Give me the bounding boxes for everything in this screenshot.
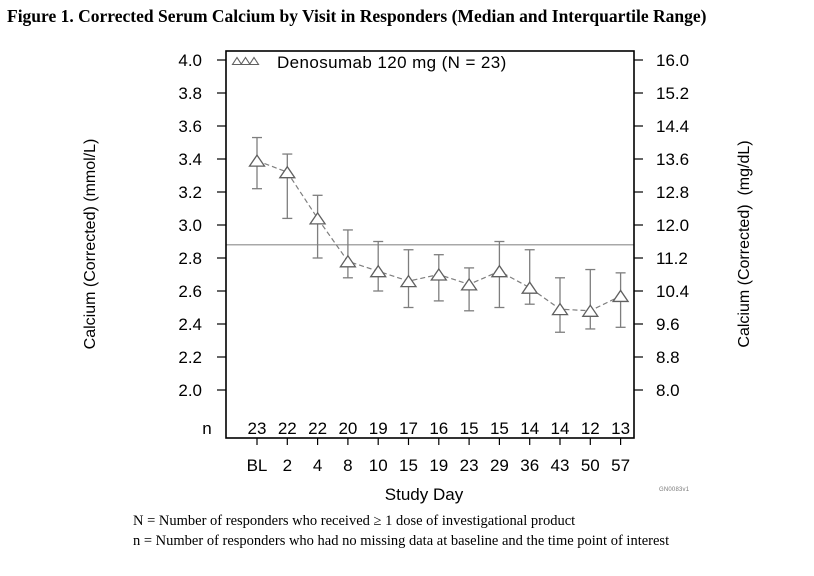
- left-axis-tick-label: 3.6: [178, 117, 202, 136]
- left-axis-tick-label: 3.8: [178, 84, 202, 103]
- left-axis-tick-label: 2.0: [178, 381, 202, 400]
- left-axis-tick-label: 4.0: [178, 51, 202, 70]
- x-tick-label-23: 23: [460, 456, 479, 475]
- x-tick-label-36: 36: [520, 456, 539, 475]
- x-tick-label-29: 29: [490, 456, 509, 475]
- x-tick-label-50: 50: [581, 456, 600, 475]
- n-value-23: 15: [460, 419, 479, 438]
- right-axis-tick-label: 8.0: [656, 381, 680, 400]
- n-value-BL: 23: [248, 419, 267, 438]
- n-value-19: 16: [429, 419, 448, 438]
- n-value-29: 15: [490, 419, 509, 438]
- n-row-label: n: [202, 419, 211, 438]
- footnotes: N = Number of responders who received ≥ …: [133, 511, 669, 551]
- median-marker-29: [490, 264, 509, 278]
- right-axis-tick-label: 12.0: [656, 216, 689, 235]
- n-value-8: 20: [338, 419, 357, 438]
- x-tick-label-4: 4: [313, 456, 322, 475]
- right-axis-tick-label: 11.2: [656, 249, 688, 268]
- left-axis-tick-label: 3.0: [178, 216, 202, 235]
- n-value-10: 19: [369, 419, 388, 438]
- figure-id-watermark: GN0083v1: [659, 487, 690, 493]
- left-axis-tick-label: 2.2: [178, 348, 202, 367]
- median-marker-50: [581, 304, 600, 317]
- right-axis-tick-label: 12.8: [656, 183, 689, 202]
- median-marker-19: [430, 267, 448, 281]
- median-marker-2: [278, 165, 297, 179]
- right-axis-tick-label: 16.0: [656, 51, 689, 70]
- n-value-2: 22: [278, 419, 297, 438]
- x-tick-label-8: 8: [343, 456, 352, 475]
- footnote-lowercase-n: n = Number of responders who had no miss…: [133, 533, 670, 549]
- median-marker-23: [460, 277, 478, 291]
- median-marker-8: [339, 254, 357, 268]
- y-axis-title-right: Calcium (Corrected) (mg/dL): [736, 140, 753, 347]
- median-marker-43: [551, 302, 569, 316]
- left-axis-tick-label: 3.4: [178, 150, 202, 169]
- x-tick-label-19: 19: [429, 456, 448, 475]
- left-axis-tick-label: 2.6: [178, 282, 202, 301]
- x-axis-title: Study Day: [385, 485, 464, 504]
- n-value-50: 12: [581, 419, 600, 438]
- right-axis-tick-label: 8.8: [656, 348, 680, 367]
- n-value-43: 14: [551, 419, 570, 438]
- x-tick-label-15: 15: [399, 456, 418, 475]
- n-value-36: 14: [520, 419, 539, 438]
- n-value-15: 17: [399, 419, 418, 438]
- median-marker-36: [520, 281, 539, 294]
- legend-triangle-icon: [239, 56, 252, 66]
- right-axis-tick-label: 15.2: [656, 84, 689, 103]
- median-marker-BL: [248, 153, 266, 167]
- x-tick-label-43: 43: [551, 456, 570, 475]
- right-axis-tick-label: 13.6: [656, 150, 689, 169]
- right-axis-tick-label: 9.6: [656, 315, 680, 334]
- x-tick-label-2: 2: [283, 456, 292, 475]
- y-axis-title-left: Calcium (Corrected) (mmol/L): [82, 139, 99, 350]
- legend-triangle-icon: [248, 56, 260, 66]
- x-tick-label-BL: BL: [247, 456, 268, 475]
- n-value-4: 22: [308, 419, 327, 438]
- left-axis-tick-label: 2.8: [178, 249, 202, 268]
- median-marker-15: [399, 274, 418, 288]
- legend-label: Denosumab 120 mg (N = 23): [277, 53, 507, 72]
- right-axis-tick-label: 14.4: [656, 117, 689, 136]
- legend-triangle-icon: [231, 56, 243, 66]
- right-axis-tick-label: 10.4: [656, 282, 689, 301]
- footnote-capital-n: N = Number of responders who received ≥ …: [133, 513, 576, 529]
- x-tick-label-10: 10: [369, 456, 388, 475]
- median-marker-57: [611, 289, 630, 303]
- plot-frame: [225, 50, 635, 439]
- figure-title: Figure 1. Corrected Serum Calcium by Vis…: [7, 6, 707, 26]
- n-value-57: 13: [611, 419, 630, 438]
- x-tick-label-57: 57: [611, 456, 630, 475]
- median-marker-10: [369, 264, 387, 278]
- left-axis-tick-label: 2.4: [178, 315, 202, 334]
- left-axis-tick-label: 3.2: [178, 183, 202, 202]
- median-marker-4: [308, 211, 327, 225]
